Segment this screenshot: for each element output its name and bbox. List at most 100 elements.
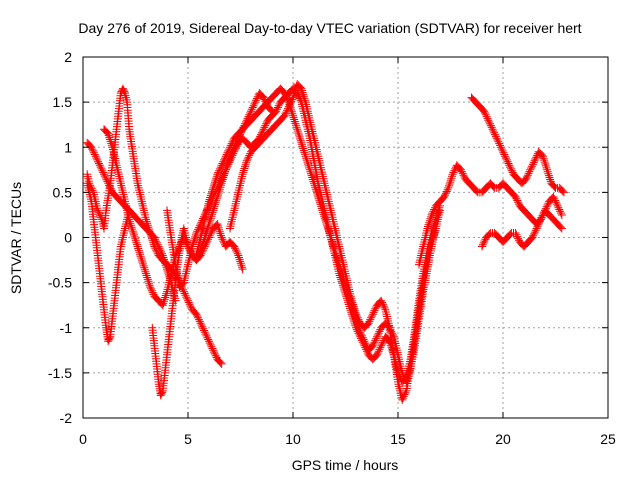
data-point xyxy=(251,98,260,107)
data-point xyxy=(158,388,167,397)
data-point xyxy=(310,181,319,190)
data-point xyxy=(210,180,219,188)
data-point xyxy=(127,223,136,232)
data-point xyxy=(522,174,531,183)
data-point xyxy=(349,300,357,309)
data-point xyxy=(324,225,333,234)
data-point xyxy=(236,257,245,266)
data-point xyxy=(250,99,259,108)
data-point xyxy=(162,289,171,298)
data-point xyxy=(308,175,317,184)
data-point xyxy=(361,339,370,348)
data-point xyxy=(232,142,241,151)
data-point xyxy=(553,201,562,210)
data-point xyxy=(186,302,195,311)
data-point xyxy=(213,170,222,179)
data-point xyxy=(430,205,439,214)
data-point xyxy=(159,253,168,262)
data-point xyxy=(484,116,493,125)
data-point xyxy=(329,243,338,252)
data-point xyxy=(310,179,318,188)
data-point xyxy=(494,137,503,146)
data-point xyxy=(142,215,150,224)
data-point xyxy=(274,101,283,110)
data-point xyxy=(486,119,494,128)
data-point xyxy=(532,224,541,233)
data-point xyxy=(235,253,243,262)
y-tick-labels: -2 -1.5 -1 -0.5 0 0.5 1 1.5 2 xyxy=(48,49,72,426)
data-point xyxy=(158,251,167,260)
data-point xyxy=(243,155,252,163)
data-point xyxy=(106,135,114,144)
data-point xyxy=(227,153,236,162)
data-point xyxy=(282,92,291,101)
data-point xyxy=(190,234,199,243)
data-point xyxy=(540,158,549,167)
data-point xyxy=(441,191,449,200)
data-point xyxy=(160,297,168,306)
data-point xyxy=(140,265,149,274)
data-point xyxy=(100,170,108,179)
data-point xyxy=(179,287,188,296)
data-point xyxy=(292,123,301,132)
data-point xyxy=(492,134,501,143)
data-point xyxy=(214,221,222,230)
data-point xyxy=(514,198,523,207)
data-point xyxy=(105,334,114,343)
data-point xyxy=(213,220,222,228)
data-point xyxy=(146,283,155,292)
data-point xyxy=(289,111,297,120)
data-point xyxy=(134,244,143,253)
data-point xyxy=(209,346,218,355)
data-point xyxy=(332,252,341,261)
data-point xyxy=(206,193,215,202)
data-point xyxy=(317,202,326,211)
data-point xyxy=(429,232,438,241)
data-point xyxy=(207,342,216,351)
data-point xyxy=(88,145,97,154)
data-point xyxy=(142,217,151,226)
data-point xyxy=(528,162,536,171)
data-point xyxy=(371,304,380,313)
data-point xyxy=(228,151,237,160)
data-point xyxy=(486,121,495,130)
data-point xyxy=(195,317,204,326)
data-point xyxy=(503,157,512,166)
data-point xyxy=(216,229,225,238)
data-point xyxy=(489,127,498,135)
data-point xyxy=(448,170,457,179)
data-point xyxy=(298,86,306,95)
data-point xyxy=(512,230,521,239)
data-point xyxy=(192,310,201,319)
data-point xyxy=(430,230,438,239)
axis-ticks xyxy=(82,56,609,419)
x-tick-label: 5 xyxy=(184,431,192,447)
data-point xyxy=(502,155,511,164)
data-point xyxy=(209,183,218,192)
data-point xyxy=(350,306,359,315)
data-point xyxy=(95,159,103,168)
data-point xyxy=(247,105,256,114)
data-point xyxy=(142,269,150,278)
data-point xyxy=(534,220,543,229)
data-point xyxy=(159,299,168,308)
data-point xyxy=(281,109,290,118)
data-point xyxy=(136,250,144,259)
y-tick-label: 1 xyxy=(64,139,72,155)
data-point xyxy=(217,233,226,242)
data-point xyxy=(203,223,212,232)
data-point xyxy=(507,164,515,173)
data-point xyxy=(443,185,452,194)
data-point xyxy=(296,134,305,143)
data-point xyxy=(90,150,99,159)
series-sat-c xyxy=(83,138,180,305)
data-point xyxy=(350,304,359,313)
data-point xyxy=(511,192,520,201)
data-point xyxy=(287,97,296,106)
data-point xyxy=(549,192,558,201)
y-tick-label: -1.5 xyxy=(48,365,72,381)
data-point xyxy=(400,390,409,399)
data-point xyxy=(204,335,213,344)
data-point xyxy=(103,177,112,186)
data-point xyxy=(543,165,552,174)
